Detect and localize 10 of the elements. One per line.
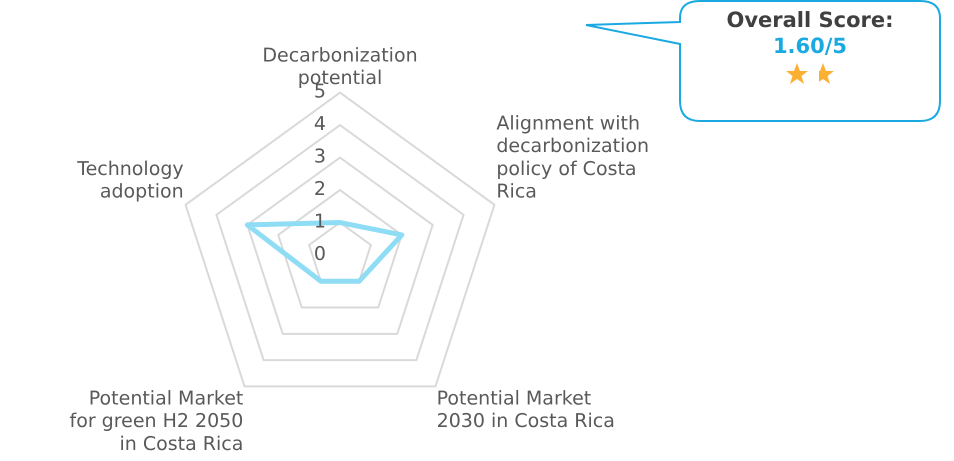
spoke-label: Potential Market for green H2 2050 in Costa Rica [70, 387, 244, 455]
spoke-label: Potential Market 2030 in Costa Rica [436, 387, 615, 432]
y-tick-label: 4 [314, 113, 326, 136]
text: Overall Score: [725, 8, 894, 32]
text: 1.60/5 [772, 34, 848, 58]
spoke-label: Alignment with decarbonization policy of Costa Rica [496, 112, 650, 203]
y-tick-label: 3 [314, 145, 326, 168]
y-tick-label: 0 [314, 242, 326, 265]
spoke-label: Technology adoption [76, 158, 184, 203]
y-tick-label: 2 [314, 178, 326, 200]
